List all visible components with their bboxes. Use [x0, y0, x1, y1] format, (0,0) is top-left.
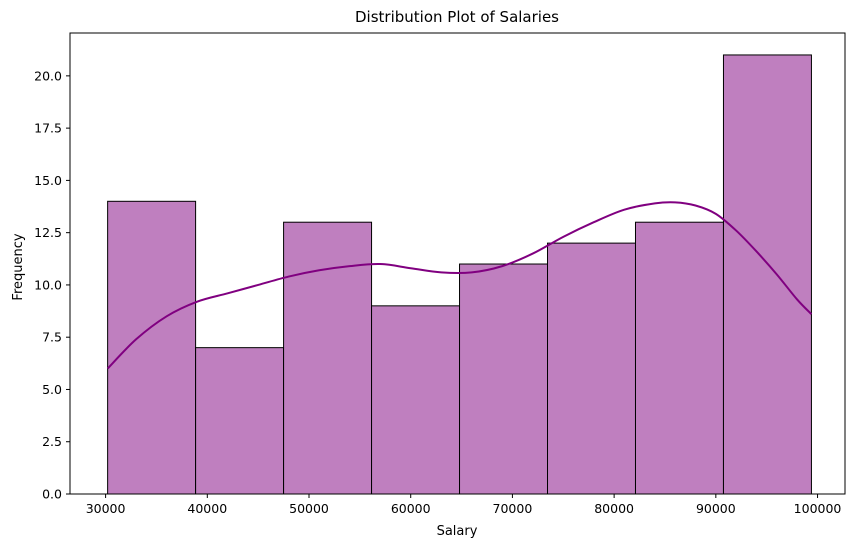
histogram-bar — [283, 221, 373, 495]
x-tick-label: 90000 — [696, 501, 736, 516]
histogram-bar — [371, 305, 461, 495]
x-tick-label: 30000 — [86, 501, 126, 516]
y-tick-label: 20.0 — [34, 68, 62, 83]
x-tick-label: 40000 — [187, 501, 227, 516]
y-tick-label: 12.5 — [34, 225, 62, 240]
y-axis-ticks: 0.0 2.5 5.0 7.5 10.0 12.5 15.0 17.5 20.0 — [34, 68, 70, 502]
x-tick-label: 80000 — [594, 501, 634, 516]
histogram-bar — [634, 221, 724, 495]
x-tick-label: 50000 — [289, 501, 329, 516]
y-tick-label: 2.5 — [42, 434, 62, 449]
chart-title: Distribution Plot of Salaries — [355, 8, 559, 26]
histogram-bar — [107, 200, 197, 495]
histogram-bar — [722, 54, 812, 495]
x-tick-label: 60000 — [391, 501, 431, 516]
y-tick-label: 5.0 — [42, 382, 62, 397]
y-tick-label: 17.5 — [34, 121, 62, 136]
x-tick-label: 70000 — [493, 501, 533, 516]
histogram-bar — [547, 242, 636, 495]
histogram-bar — [195, 347, 285, 495]
kde-curve — [106, 201, 813, 370]
y-tick-label: 10.0 — [34, 277, 62, 292]
x-tick-label: 100000 — [794, 501, 842, 516]
y-tick-label: 0.0 — [42, 487, 62, 502]
y-tick-label: 7.5 — [42, 330, 62, 345]
plot-frame — [69, 32, 846, 495]
histogram-bar — [459, 263, 549, 495]
x-axis-label: Salary — [437, 524, 478, 539]
histogram-bars — [107, 54, 812, 495]
x-axis-ticks: 30000 40000 50000 60000 70000 80000 90000 10000… — [86, 494, 842, 516]
y-axis-label: Frequency — [11, 233, 26, 300]
y-tick-label: 15.0 — [34, 173, 62, 188]
